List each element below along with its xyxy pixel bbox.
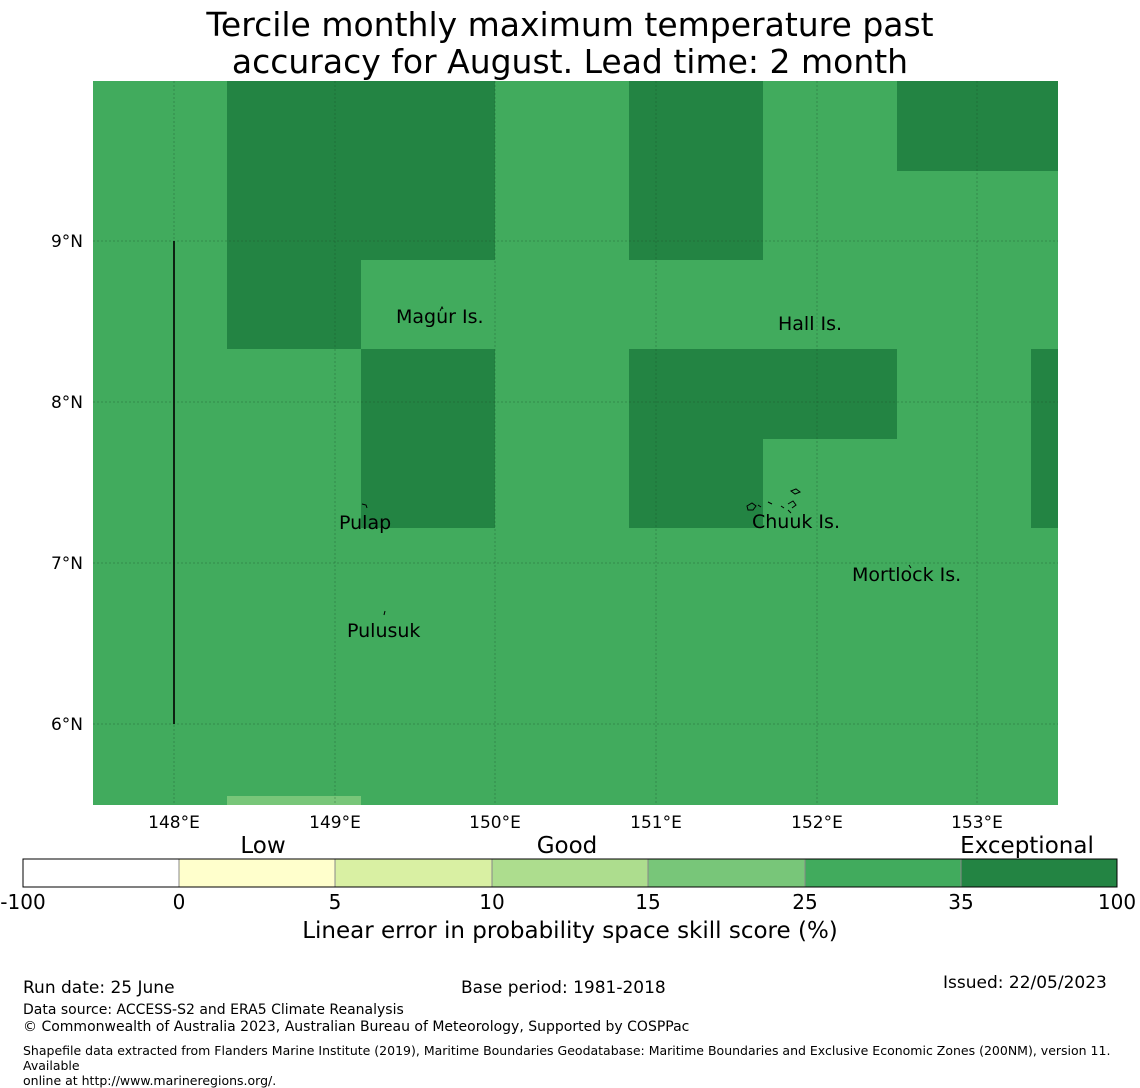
colorbar-segment	[334, 858, 493, 888]
title-line-2: accuracy for August. Lead time: 2 month	[231, 42, 909, 81]
place-label-pulap: Pulap	[339, 512, 391, 534]
colorbar-segment	[647, 858, 806, 888]
lat-label-6n: 6°N	[51, 715, 83, 735]
place-label-pulusuk: Pulusuk	[347, 620, 420, 642]
island-chuuk	[746, 488, 802, 514]
lat-label-7n: 7°N	[51, 554, 83, 574]
base-period: Base period: 1981-2018	[461, 978, 666, 998]
map-title: Tercile monthly maximum temperature past…	[0, 6, 1140, 80]
shapefile-credit-line-1: Shapefile data extracted from Flanders M…	[23, 1043, 1111, 1073]
colorbar-label: Linear error in probability space skill …	[302, 918, 838, 944]
place-label-magur: Magur Is.	[396, 306, 484, 328]
island-pulap	[361, 503, 368, 509]
skill-cell-exceptional	[629, 81, 763, 260]
skill-cell-exceptional	[1031, 349, 1058, 528]
colorbar-category-low: Low	[240, 833, 285, 859]
colorbar-category-exceptional: Exceptional	[960, 833, 1094, 859]
skill-cell-exceptional	[629, 438, 763, 528]
copyright-notice: © Commonwealth of Australia 2023, Austra…	[23, 1019, 690, 1035]
colorbar-tick: 15	[635, 890, 660, 914]
shapefile-credit-line-2: online at http://www.marineregions.org/.	[23, 1073, 277, 1088]
colorbar-tick: 0	[173, 890, 186, 914]
colorbar-segment	[960, 858, 1118, 888]
place-label-hall: Hall Is.	[778, 313, 842, 335]
island-mortlock	[908, 564, 912, 569]
map-panel: Magur Is. Hall Is. Pulap Chuuk Is. Mortl…	[93, 81, 1058, 805]
skill-cell-exceptional	[897, 81, 1058, 171]
data-source: Data source: ACCESS-S2 and ERA5 Climate …	[23, 1002, 404, 1018]
island-magur	[439, 305, 444, 312]
skill-cell-exceptional	[227, 259, 361, 349]
island-outlines	[361, 305, 912, 616]
colorbar-tick: 5	[329, 890, 342, 914]
run-date: Run date: 25 June	[23, 978, 175, 998]
colorbar-segment	[22, 858, 180, 888]
colorbar-tick: 25	[792, 890, 817, 914]
lon-label-151e: 151°E	[630, 813, 682, 833]
title-line-1: Tercile monthly maximum temperature past	[206, 5, 934, 44]
skill-cell-good	[227, 796, 361, 805]
lon-label-153e: 153°E	[951, 813, 1003, 833]
shapefile-credit: Shapefile data extracted from Flanders M…	[23, 1043, 1133, 1088]
place-label-mortlock: Mortlock Is.	[852, 564, 961, 586]
lon-label-149e: 149°E	[309, 813, 361, 833]
colorbar-frame	[22, 858, 1118, 888]
colorbar-tick: -100	[0, 890, 45, 914]
gridlines	[93, 81, 1058, 805]
colorbar-tick: 35	[948, 890, 973, 914]
colorbar-segment	[178, 858, 336, 888]
colorbar-tick: 10	[479, 890, 504, 914]
issued-date: Issued: 22/05/2023	[943, 973, 1107, 993]
colorbar-category-good: Good	[537, 833, 598, 859]
lon-label-152e: 152°E	[791, 813, 843, 833]
lat-label-8n: 8°N	[51, 393, 83, 413]
place-label-chuuk: Chuuk Is.	[752, 511, 840, 533]
skill-cell-exceptional	[361, 349, 495, 528]
lon-label-148e: 148°E	[148, 813, 200, 833]
skill-cell-exceptional	[629, 349, 897, 439]
skill-cell-exceptional	[227, 81, 495, 260]
colorbar-tick: 100	[1098, 890, 1136, 914]
colorbar-segment	[491, 858, 649, 888]
lat-label-9n: 9°N	[51, 232, 83, 252]
colorbar-segment	[804, 858, 962, 888]
island-pulusuk	[383, 610, 386, 616]
lon-label-150e: 150°E	[469, 813, 521, 833]
colorbar	[22, 858, 1118, 888]
